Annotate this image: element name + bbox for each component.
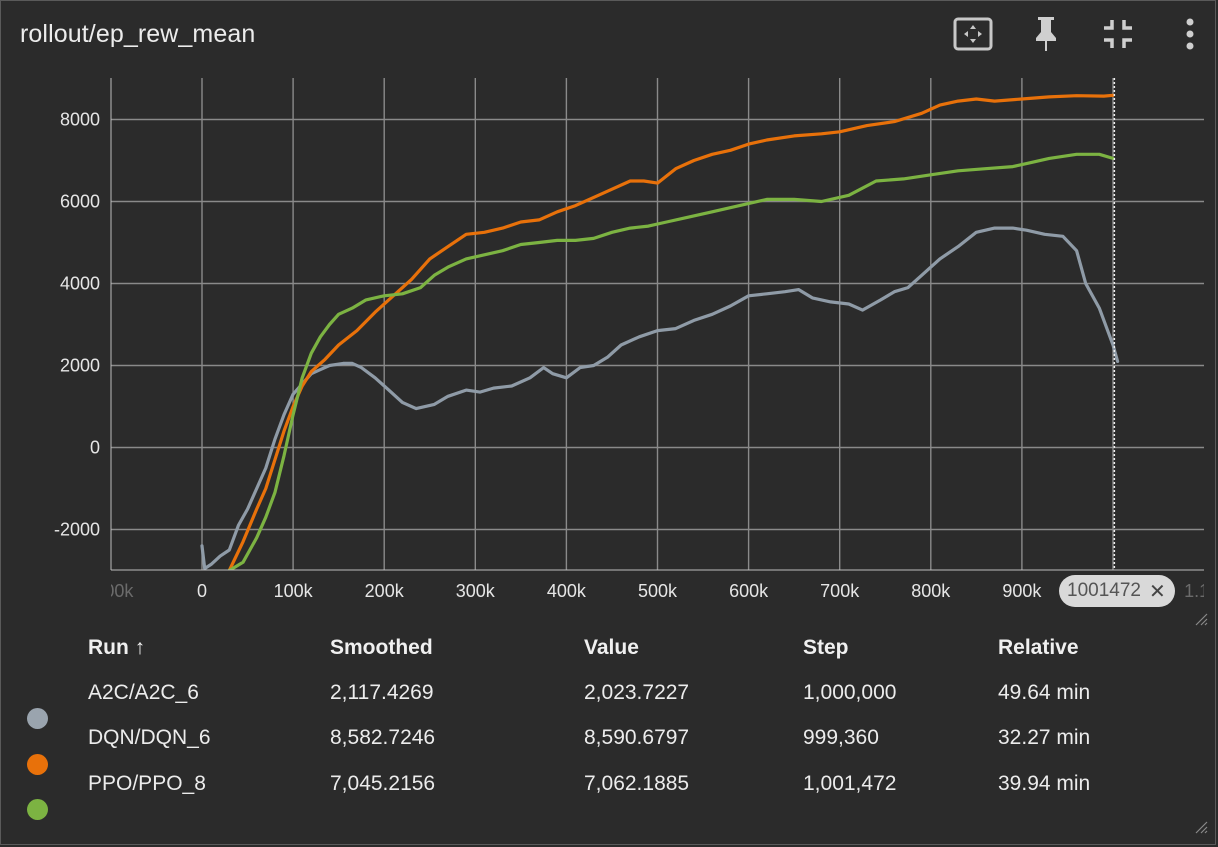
x-tick-label: 1.1M (1184, 581, 1218, 601)
y-axis-ticks: -2000 0 2000 4000 6000 8000 (54, 110, 100, 540)
legend-dot-a2c (27, 708, 48, 729)
run-name: PPO/PPO_8 (88, 771, 206, 795)
x-tick-label: 100k (274, 581, 314, 601)
header-relative[interactable]: Relative (998, 636, 1079, 659)
raw-value: 8,590.6797 (584, 726, 690, 750)
y-tick-label: 8000 (60, 110, 100, 130)
x-tick-label: 900k (1002, 581, 1042, 601)
table-header-row: Run ↑ Smoothed Value Step Relative (70, 626, 1168, 670)
legend-dot-dqn (27, 754, 48, 775)
step-cursor-badge[interactable]: 1001472 ✕ (1059, 575, 1175, 607)
smoothed-value: 7,045.2156 (330, 771, 436, 795)
x-axis-ticks: -100k 0 100k 200k 300k 400k 500k 600k 700k 800k 90… (88, 581, 1218, 601)
y-tick-label: 2000 (60, 356, 100, 376)
y-tick-label: 4000 (60, 274, 100, 294)
x-tick-label: 700k (820, 581, 860, 601)
x-tick-label: 300k (456, 581, 496, 601)
header-run[interactable]: Run ↑ (88, 636, 146, 659)
step-cursor-value: 1001472 (1067, 580, 1141, 601)
x-tick-label: 800k (911, 581, 951, 601)
smoothed-value: 2,117.4269 (330, 680, 434, 704)
run-name: DQN/DQN_6 (88, 726, 211, 750)
step-value: 1,000,000 (803, 680, 897, 704)
series-line-dqn[interactable] (227, 93, 1115, 570)
x-tick-label: 200k (365, 581, 405, 601)
relative-time: 49.64 min (998, 680, 1091, 704)
table-row[interactable]: PPO/PPO_8 7,045.2156 7,062.1885 1,001,47… (70, 761, 1168, 807)
collapse-icon[interactable] (1096, 14, 1140, 54)
y-tick-label: -2000 (54, 520, 100, 540)
table-row[interactable]: A2C/A2C_6 2,117.4269 2,023.7227 1,000,00… (70, 670, 1168, 716)
run-name: A2C/A2C_6 (88, 680, 199, 704)
resize-handle-icon[interactable] (1194, 820, 1208, 834)
series-line-ppo[interactable] (227, 152, 1115, 570)
legend-dot-ppo (27, 799, 48, 820)
table-row[interactable]: DQN/DQN_6 8,582.7246 8,590.6797 999,360 … (70, 716, 1168, 762)
step-value: 1,001,472 (803, 771, 897, 795)
header-step[interactable]: Step (803, 636, 849, 659)
close-icon[interactable]: ✕ (1148, 580, 1166, 603)
raw-value: 2,023.7227 (584, 680, 690, 704)
resize-handle-icon[interactable] (1194, 612, 1208, 626)
more-vert-icon[interactable] (1168, 14, 1212, 54)
series-lines (200, 93, 1120, 570)
header-value[interactable]: Value (584, 636, 639, 659)
y-tick-label: 6000 (60, 192, 100, 212)
series-line-a2c[interactable] (200, 226, 1120, 570)
relative-time: 32.27 min (998, 726, 1091, 750)
chart-title: rollout/ep_rew_mean (20, 20, 256, 48)
x-tick-label: 0 (197, 581, 207, 601)
x-tick-label: -100k (88, 581, 134, 601)
header-smoothed[interactable]: Smoothed (330, 636, 433, 659)
step-value: 999,360 (803, 726, 879, 750)
y-tick-label: 0 (90, 438, 100, 458)
raw-value: 7,062.1885 (584, 771, 690, 795)
runs-table: Run ↑ Smoothed Value Step Relative A2C/A… (70, 626, 1168, 807)
pin-icon[interactable] (1024, 14, 1068, 54)
x-tick-label: 600k (729, 581, 769, 601)
x-tick-label: 500k (638, 581, 678, 601)
relative-time: 39.94 min (998, 771, 1091, 795)
smoothed-value: 8,582.7246 (330, 726, 436, 750)
x-tick-label: 400k (547, 581, 587, 601)
fit-domain-icon[interactable] (951, 14, 995, 54)
